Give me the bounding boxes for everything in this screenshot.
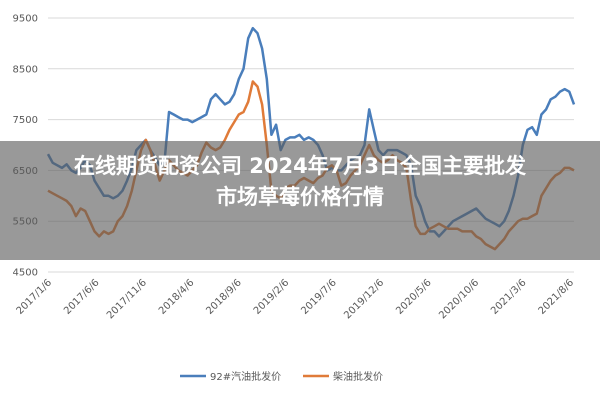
x-tick-label: 2019/7/6 [299, 277, 339, 317]
x-tick-label: 2017/1/6 [15, 277, 55, 317]
x-axis-ticks: 2017/1/6 2017/6/6 2017/11/6 2018/4/6 2018/9/… [15, 277, 577, 321]
x-tick-label: 2020/5/6 [394, 277, 434, 317]
x-tick-label: 2019/2/6 [252, 277, 292, 317]
y-tick-label: 8500 [13, 64, 38, 75]
x-tick-label: 2021/8/6 [537, 277, 577, 317]
overlay-title-line-2: 市场草莓价格行情 [216, 185, 384, 209]
legend-label-diesel: 柴油批发价 [333, 370, 383, 383]
title-overlay-band [0, 141, 600, 260]
x-tick-label: 2021/3/6 [489, 277, 529, 317]
legend-label-92-gasoline: 92#汽油批发价 [210, 370, 281, 383]
y-tick-label: 9500 [13, 14, 38, 25]
x-tick-label: 2019/12/6 [342, 277, 386, 321]
x-tick-label: 2018/9/6 [204, 277, 244, 317]
legend: 92#汽油批发价 柴油批发价 [180, 370, 383, 383]
overlay-title-line-1: 在线期货配资公司 2024年7月3日全国主要批发 [74, 154, 526, 178]
y-tick-label: 7500 [13, 115, 38, 126]
x-tick-label: 2017/11/6 [105, 277, 149, 321]
y-tick-label: 4500 [13, 268, 38, 279]
x-tick-label: 2017/6/6 [62, 277, 102, 317]
x-tick-label: 2018/4/6 [157, 277, 197, 317]
x-tick-label: 2020/10/6 [437, 277, 481, 321]
overlay-title: 在线期货配资公司 2024年7月3日全国主要批发 市场草莓价格行情 [0, 151, 600, 213]
